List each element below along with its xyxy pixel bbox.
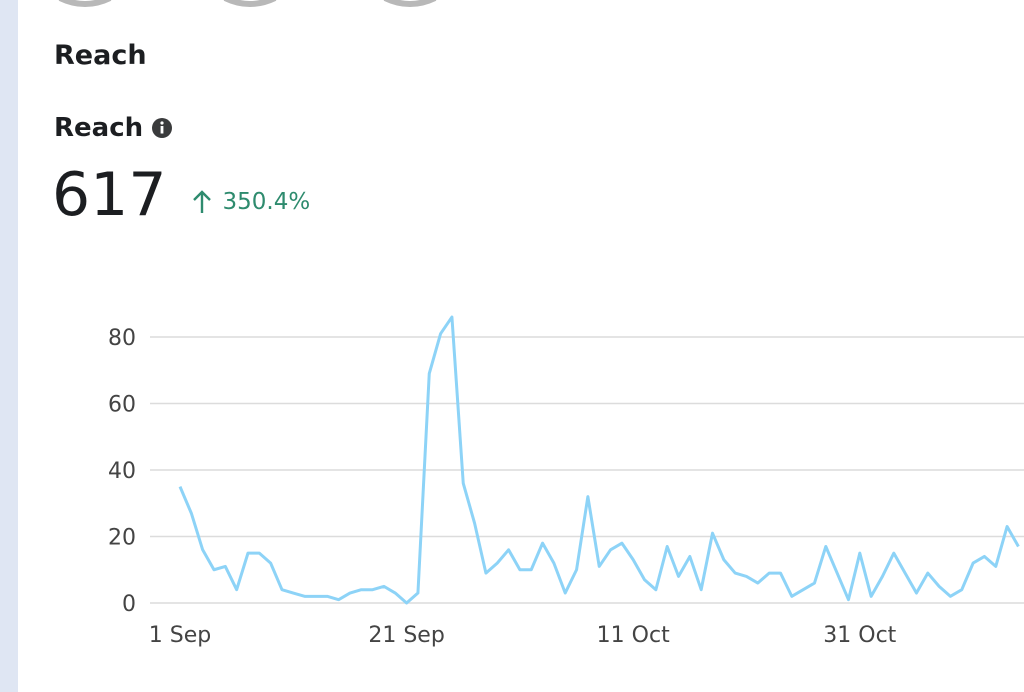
section-title: Reach [54,40,147,71]
y-tick-label: 60 [108,393,136,418]
reach-line [178,315,1020,605]
y-tick-label: 0 [122,592,136,617]
metric-row: 617 350.4% [52,160,310,230]
avatar-edge [383,0,437,7]
x-tick-label: 31 Oct [823,623,896,648]
y-tick-label: 80 [108,326,136,351]
side-stripe [0,0,18,692]
change-indicator: 350.4% [191,189,311,215]
metric-value: 617 [52,160,167,230]
x-tick-label: 11 Oct [597,623,670,648]
avatar-fragments [58,0,437,7]
y-tick-label: 20 [108,526,136,551]
metric-label: Reach [54,113,144,143]
info-icon[interactable] [151,117,173,139]
x-tick-label: 21 Sep [368,623,444,648]
avatar-edge [58,0,112,7]
metric-label-row: Reach [54,113,173,143]
up-arrow [192,190,211,213]
avatar-edge [223,0,277,7]
change-value: 350.4% [222,189,311,215]
x-tick-label: 1 Sep [149,623,211,648]
y-tick-label: 40 [108,459,136,484]
